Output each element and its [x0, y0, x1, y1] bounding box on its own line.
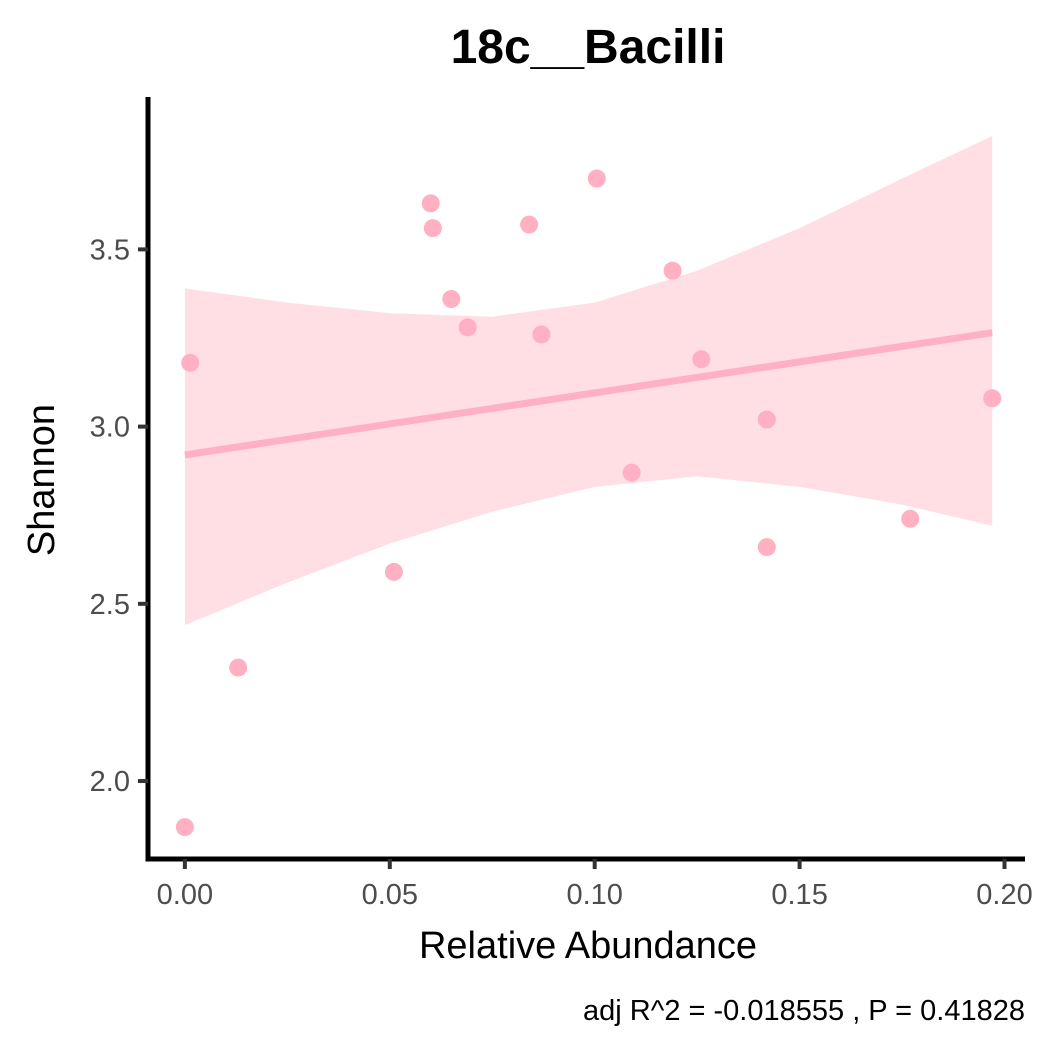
data-point	[692, 350, 711, 369]
regression-line	[184, 329, 993, 459]
ticks-layer: 0.00 0.05 0.10 0.15 0.20 2.0 2.5 3.0 3.5	[90, 234, 1033, 911]
data-point	[532, 325, 551, 344]
y-tick-label: 3.0	[90, 412, 130, 444]
data-point	[901, 509, 920, 528]
x-tick-label: 0.20	[976, 879, 1032, 911]
data-point	[181, 353, 200, 372]
chart-title: 18c__Bacilli	[451, 21, 726, 74]
data-point	[983, 389, 1002, 408]
data-point	[757, 538, 776, 557]
data-point	[757, 410, 776, 429]
y-tick-label: 3.5	[90, 234, 130, 266]
data-point	[384, 562, 403, 581]
x-tick-label: 0.15	[771, 879, 827, 911]
x-axis-label: Relative Abundance	[419, 925, 757, 967]
data-point	[442, 290, 461, 309]
x-tick-label: 0.00	[157, 879, 213, 911]
regression-caption: adj R^2 = -0.018555 , P = 0.41828	[583, 995, 1025, 1027]
data-point	[423, 219, 442, 238]
x-tick-label: 0.10	[566, 879, 622, 911]
y-tick-label: 2.0	[90, 766, 130, 798]
confidence-band	[184, 136, 993, 626]
data-points-layer	[175, 169, 1002, 837]
data-point	[520, 215, 539, 234]
data-point	[229, 658, 248, 677]
data-point	[587, 169, 606, 188]
y-axis-label: Shannon	[21, 404, 63, 556]
confidence-band-layer	[184, 136, 993, 626]
y-tick-label: 2.5	[90, 589, 130, 621]
data-point	[622, 463, 641, 482]
x-tick-label: 0.05	[362, 879, 418, 911]
data-point	[421, 194, 440, 213]
data-point	[458, 318, 477, 337]
fit-line-layer	[184, 329, 993, 459]
data-point	[175, 818, 194, 837]
axes-layer	[145, 97, 1025, 862]
data-point	[663, 261, 682, 280]
